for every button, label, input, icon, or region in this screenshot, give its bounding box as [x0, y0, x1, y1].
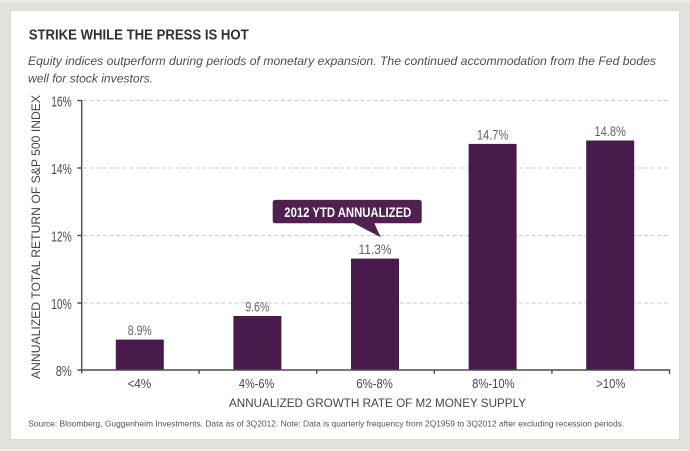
svg-text:Equity indices outperform duri: Equity indices outperform during periods… — [28, 54, 656, 68]
svg-text:4%-6%: 4%-6% — [239, 377, 275, 391]
svg-text:6%-8%: 6%-8% — [356, 377, 393, 391]
svg-text:8.9%: 8.9% — [128, 322, 152, 338]
svg-text:STRIKE WHILE THE PRESS IS HOT: STRIKE WHILE THE PRESS IS HOT — [29, 28, 249, 44]
svg-text:<4%: <4% — [128, 377, 152, 391]
svg-text:ANNUALIZED TOTAL RETURN OF S&P: ANNUALIZED TOTAL RETURN OF S&P 500 INDEX — [29, 95, 43, 379]
svg-text:Source: Bloomberg, Guggenheim: Source: Bloomberg, Guggenheim Investment… — [28, 419, 624, 429]
svg-text:11.3%: 11.3% — [359, 241, 392, 257]
svg-text:>10%: >10% — [596, 377, 625, 391]
svg-text:well for stock investors.: well for stock investors. — [28, 72, 153, 86]
svg-text:14%: 14% — [51, 162, 72, 178]
svg-text:14.8%: 14.8% — [594, 123, 626, 139]
svg-text:9.6%: 9.6% — [245, 299, 269, 315]
svg-text:ANNUALIZED GROWTH RATE OF M2 M: ANNUALIZED GROWTH RATE OF M2 MONEY SUPPL… — [229, 396, 526, 410]
svg-text:8%-10%: 8%-10% — [472, 377, 515, 391]
svg-text:16%: 16% — [51, 95, 72, 111]
svg-text:12%: 12% — [51, 230, 72, 246]
svg-text:2012 YTD ANNUALIZED: 2012 YTD ANNUALIZED — [284, 204, 411, 220]
svg-text:14.7%: 14.7% — [477, 127, 509, 143]
svg-text:10%: 10% — [51, 297, 72, 313]
svg-text:8%: 8% — [56, 364, 72, 380]
